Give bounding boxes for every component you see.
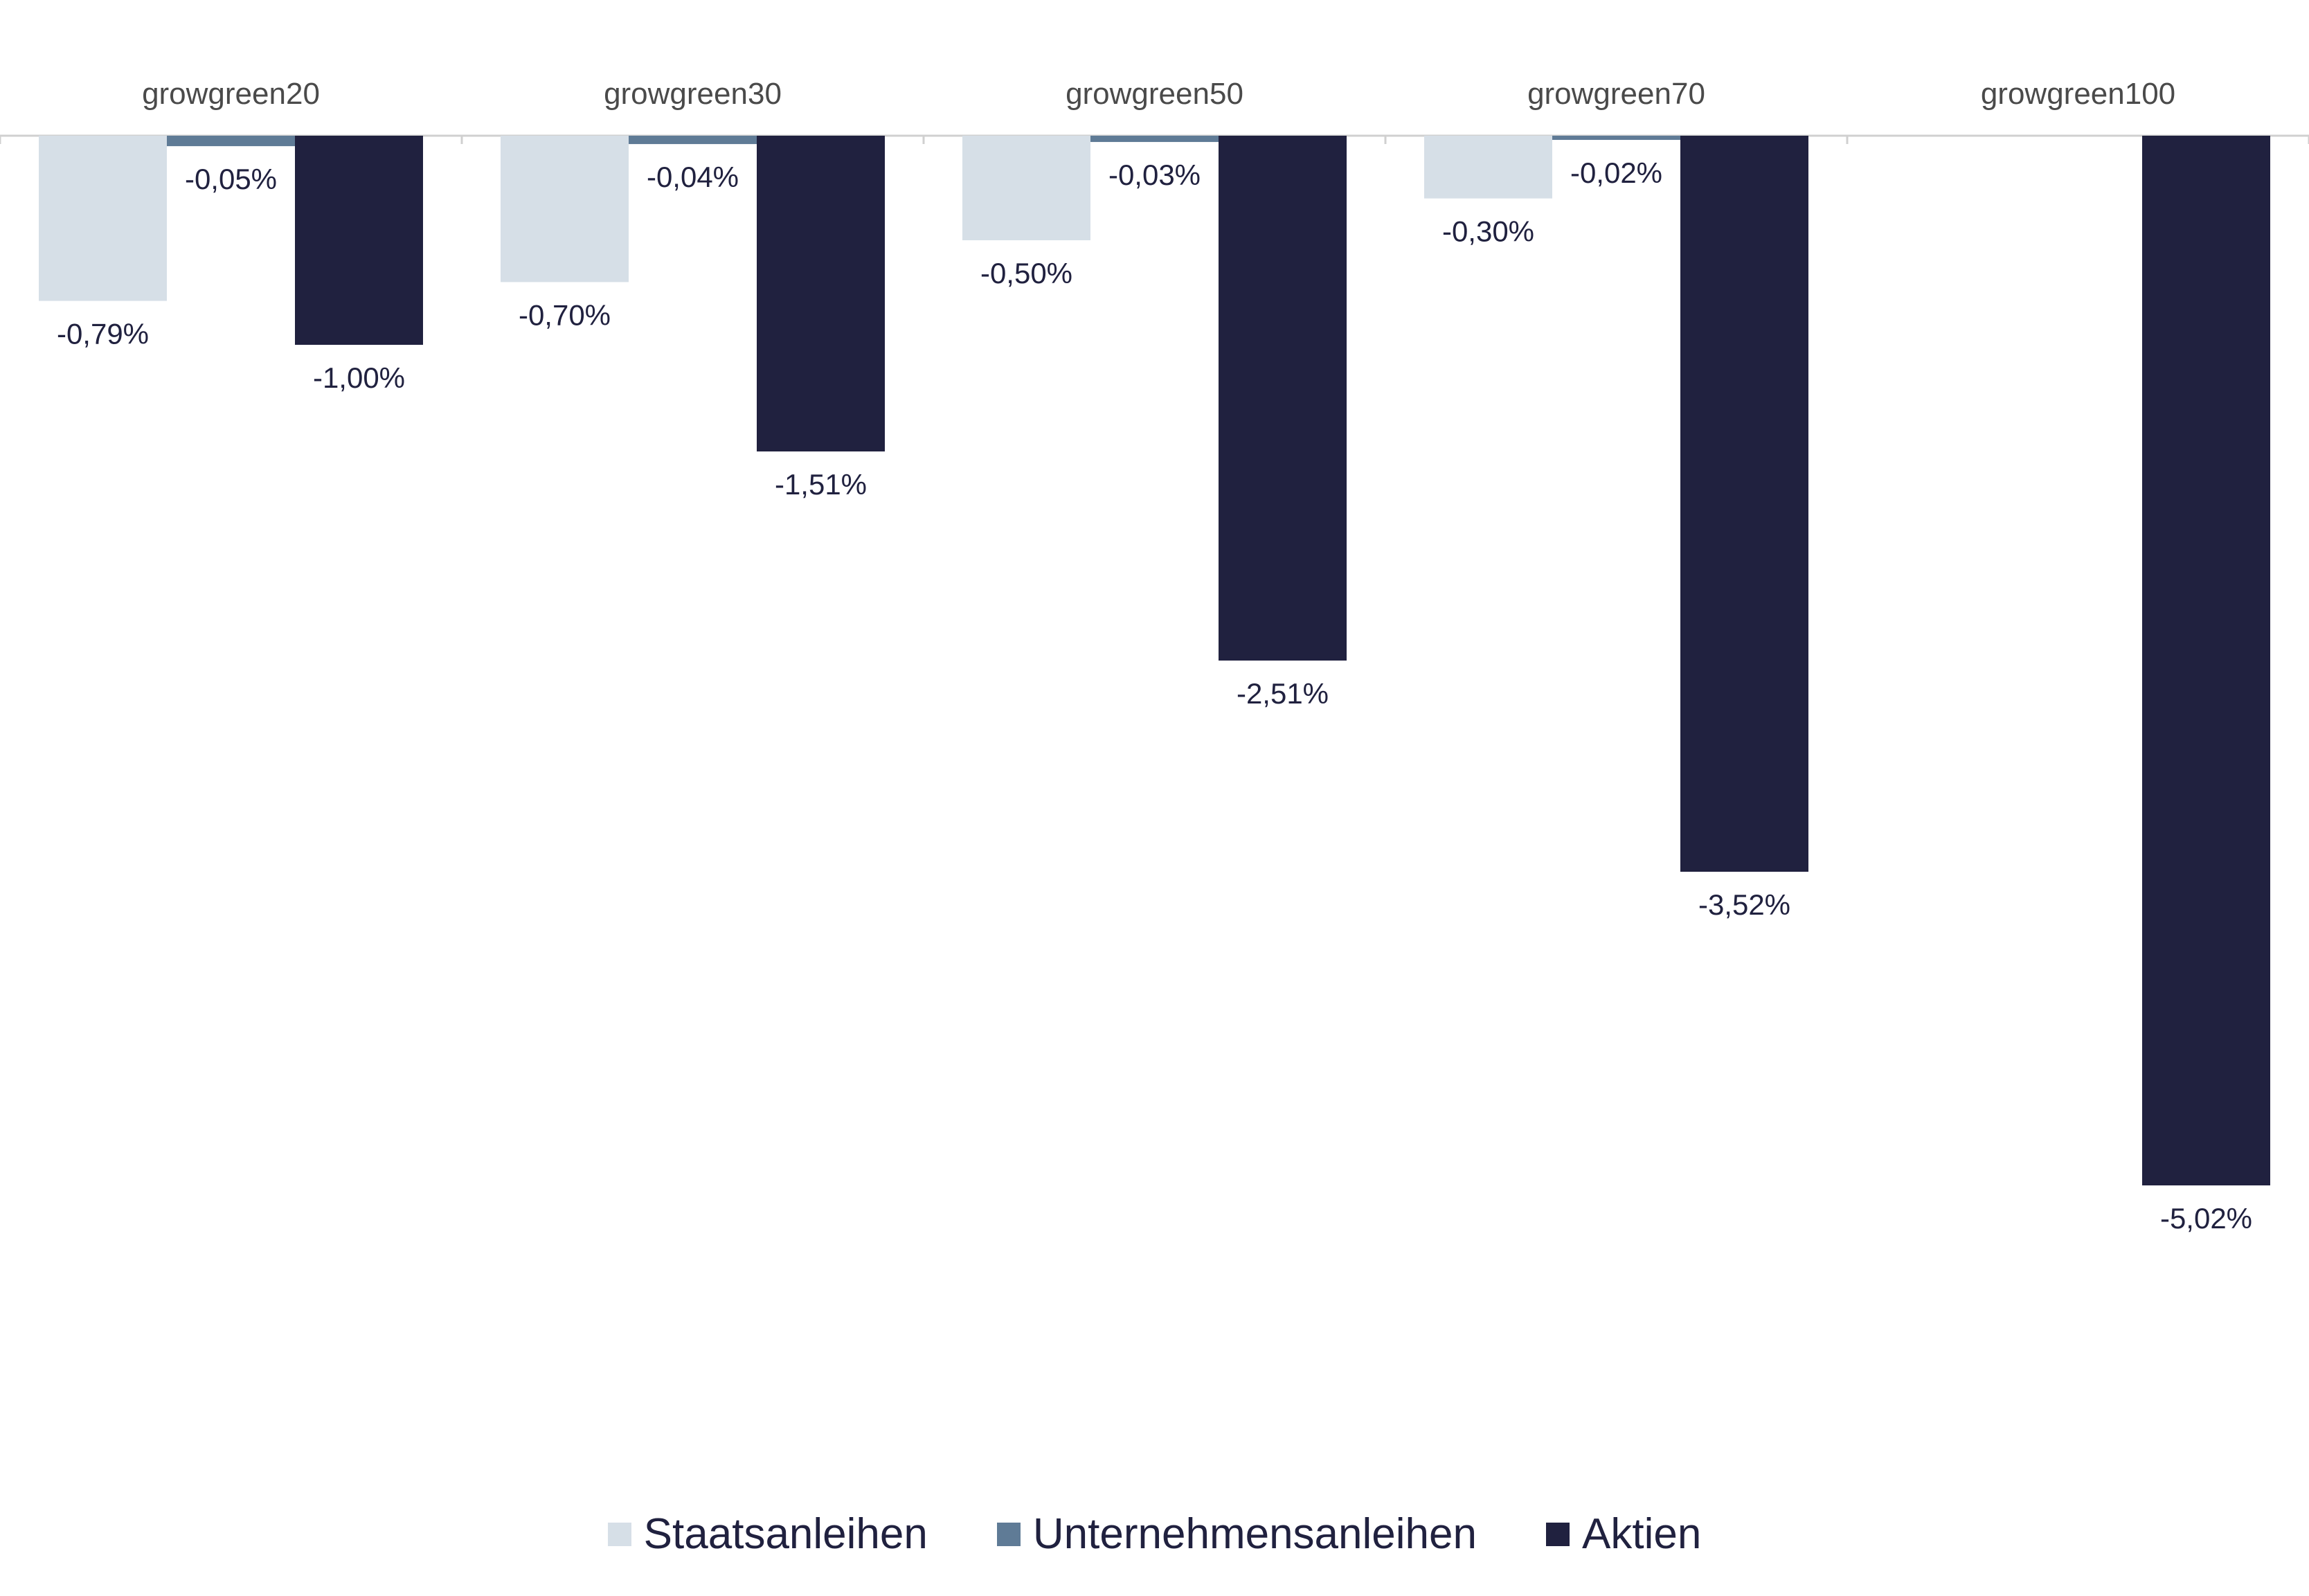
legend-label: Aktien — [1582, 1510, 1702, 1558]
data-labels: -0,79% -0,05% -1,00% -0,70% -0,04% -1,51% -0,5… — [57, 156, 2252, 1235]
bar-aktien-growgreen70 — [1680, 136, 1808, 872]
bar-staatsanleihen-growgreen20 — [39, 136, 167, 301]
data-label-aktien-growgreen50: -2,51% — [1237, 677, 1329, 710]
bar-aktien-growgreen20 — [295, 136, 423, 345]
bar-unternehmensanleihen-growgreen50 — [1090, 136, 1219, 143]
data-label-staatsanleihen-growgreen70: -0,30% — [1442, 215, 1534, 248]
category-label-growgreen70: growgreen70 — [1527, 77, 1705, 111]
data-label-staatsanleihen-growgreen20: -0,79% — [57, 318, 149, 350]
bar-unternehmensanleihen-growgreen30 — [629, 136, 757, 145]
legend-item-unternehmensanleihen: Unternehmensanleihen — [996, 1509, 1477, 1559]
bar-unternehmensanleihen-growgreen70 — [1552, 136, 1680, 141]
bar-unternehmensanleihen-growgreen20 — [167, 136, 295, 147]
data-label-staatsanleihen-growgreen30: -0,70% — [519, 298, 611, 331]
data-label-unternehmensanleihen-growgreen50: -0,03% — [1108, 159, 1201, 191]
data-label-aktien-growgreen20: -1,00% — [313, 361, 405, 394]
data-label-aktien-growgreen70: -3,52% — [1698, 888, 1790, 921]
legend-item-staatsanleihen: Staatsanleihen — [607, 1509, 928, 1559]
legend-swatch-aktien — [1546, 1522, 1570, 1546]
legend: Staatsanleihen Unternehmensanleihen Akti… — [0, 1509, 2309, 1559]
category-labels: growgreen20 growgreen30 growgreen50 growgre… — [142, 77, 2175, 111]
data-label-aktien-growgreen100: -5,02% — [2160, 1202, 2252, 1235]
legend-label: Staatsanleihen — [643, 1510, 928, 1558]
category-label-growgreen50: growgreen50 — [1066, 77, 1243, 111]
data-label-unternehmensanleihen-growgreen30: -0,04% — [647, 161, 739, 193]
bar-staatsanleihen-growgreen50 — [962, 136, 1090, 240]
legend-label: Unternehmensanleihen — [1032, 1510, 1477, 1558]
category-label-growgreen30: growgreen30 — [604, 77, 782, 111]
category-label-growgreen20: growgreen20 — [142, 77, 320, 111]
bars — [39, 136, 2270, 1185]
data-label-unternehmensanleihen-growgreen20: -0,05% — [185, 163, 277, 195]
bar-aktien-growgreen100 — [2142, 136, 2270, 1185]
bar-staatsanleihen-growgreen70 — [1424, 136, 1552, 199]
category-label-growgreen100: growgreen100 — [1981, 77, 2175, 111]
bar-staatsanleihen-growgreen30 — [501, 136, 629, 283]
legend-swatch-staatsanleihen — [607, 1522, 631, 1546]
bar-aktien-growgreen50 — [1219, 136, 1347, 661]
data-label-staatsanleihen-growgreen50: -0,50% — [980, 257, 1072, 289]
bar-aktien-growgreen30 — [757, 136, 885, 452]
legend-item-aktien: Aktien — [1546, 1509, 1701, 1559]
legend-swatch-unternehmensanleihen — [996, 1522, 1021, 1546]
data-label-aktien-growgreen30: -1,51% — [775, 468, 867, 501]
data-label-unternehmensanleihen-growgreen70: -0,02% — [1570, 156, 1662, 189]
